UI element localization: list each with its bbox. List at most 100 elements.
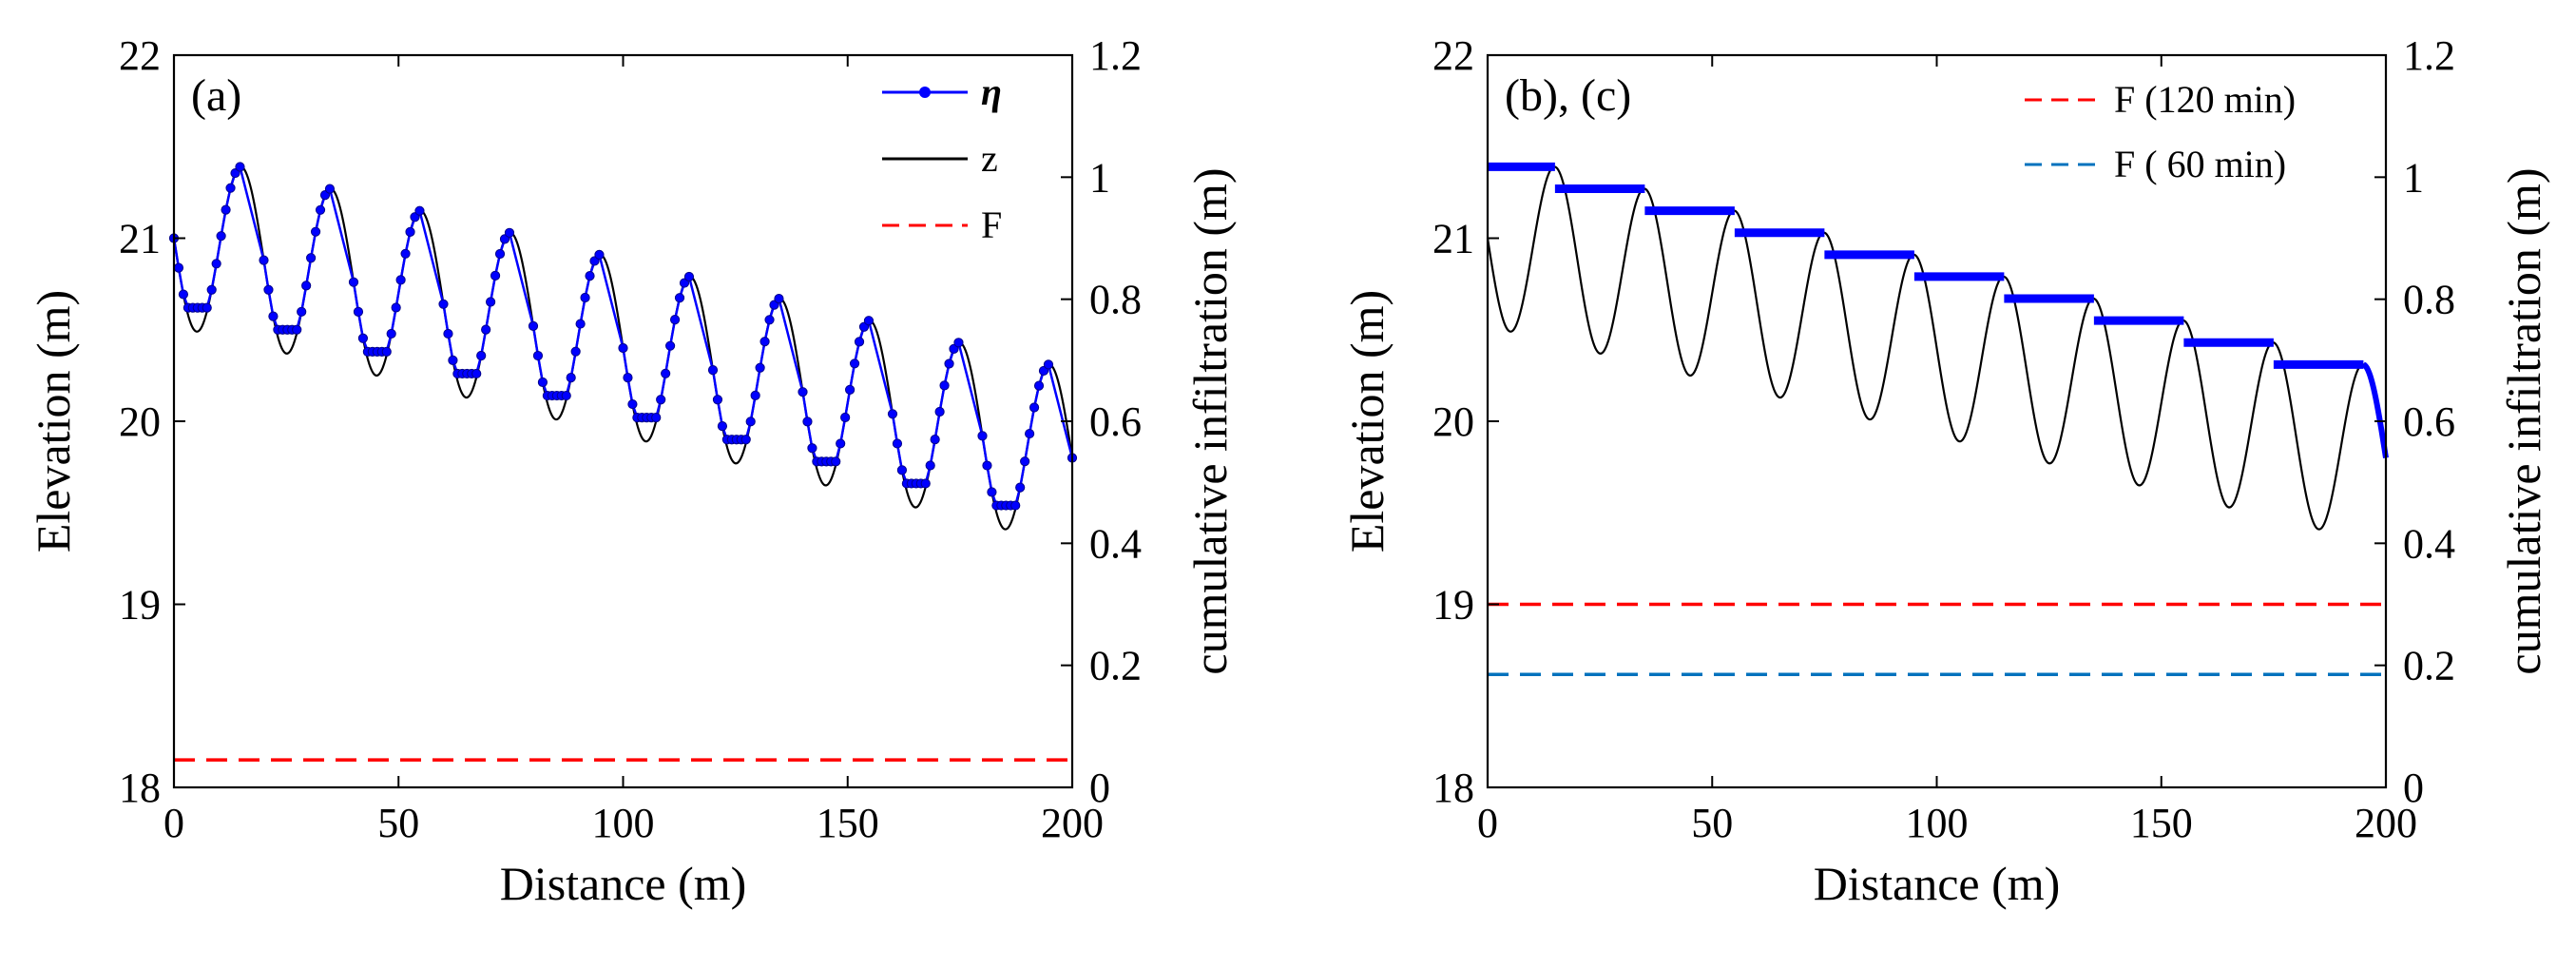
series-eta-marker xyxy=(297,306,307,317)
series-eta-marker xyxy=(405,226,415,237)
series-eta-marker xyxy=(627,398,638,410)
series-eta-marker xyxy=(575,319,586,329)
series-eta-marker xyxy=(845,384,855,395)
series-eta-marker xyxy=(211,259,221,269)
legend: F (120 min) F ( 60 min) xyxy=(2025,78,2296,185)
series-eta-marker xyxy=(836,438,846,449)
series-eta-marker xyxy=(717,421,728,432)
series-eta-marker xyxy=(400,248,411,259)
series-eta-marker xyxy=(707,365,719,376)
series-eta-marker xyxy=(580,292,590,303)
series-eta-marker xyxy=(225,183,236,193)
y-right-axis-label: cumulative infiltration (m) xyxy=(1183,167,1237,674)
panel-label: (b), (c) xyxy=(1505,70,1631,121)
series-eta-marker xyxy=(386,328,396,339)
series-eta-marker xyxy=(494,248,506,260)
series-eta-marker xyxy=(414,205,425,216)
series-eta-marker xyxy=(1033,380,1045,391)
series-eta-marker xyxy=(221,204,231,215)
y-tick-label: 21 xyxy=(1432,216,1474,262)
series-eta-marker xyxy=(977,431,988,441)
series-eta-marker xyxy=(537,377,548,388)
series-eta-marker xyxy=(1010,500,1021,511)
legend-label: F ( 60 min) xyxy=(2114,143,2286,185)
series-eta-marker xyxy=(669,315,681,325)
series-eta-marker xyxy=(594,249,605,260)
series-eta-line xyxy=(1488,162,2364,369)
y-right-tick-label: 1.2 xyxy=(1089,32,1142,79)
series-eta-marker xyxy=(566,373,576,383)
series-eta-marker xyxy=(301,281,312,291)
series-eta-marker xyxy=(849,359,860,369)
series-eta-marker xyxy=(173,262,184,273)
series-eta-tail xyxy=(2362,361,2389,458)
series-eta-marker xyxy=(216,231,226,242)
series-eta-marker xyxy=(759,337,770,347)
x-tick-label: 50 xyxy=(377,800,419,846)
series-eta-marker xyxy=(259,255,269,265)
y-axis-label: Elevation (m) xyxy=(27,290,80,552)
series-eta-marker xyxy=(235,162,245,172)
y-tick-label: 22 xyxy=(1432,32,1474,79)
series-eta-marker xyxy=(750,390,760,400)
x-tick-label: 200 xyxy=(1041,800,1104,846)
series-eta-marker xyxy=(391,302,401,313)
series-eta-markers xyxy=(168,162,1078,511)
y-tick-label: 22 xyxy=(119,32,161,79)
series-eta-marker xyxy=(665,340,676,351)
y-tick-label: 18 xyxy=(119,765,161,811)
series-eta-marker xyxy=(357,333,369,343)
series-eta-marker xyxy=(476,350,487,361)
series-eta-marker xyxy=(1025,428,1035,439)
series-eta-marker xyxy=(481,324,491,335)
y-right-tick-label: 1 xyxy=(2403,154,2424,201)
series-eta-marker xyxy=(315,204,326,215)
series-eta-marker xyxy=(348,277,359,287)
chart-panel-a: 0 50 100 150 200 18 19 20 21 22 0 0.2 0.4 0.6 0.8 1 1.2 D… xyxy=(27,32,1237,910)
series-eta-marker xyxy=(740,435,751,445)
series-eta-marker xyxy=(306,253,317,263)
x-axis-label: Distance (m) xyxy=(1814,857,2061,910)
y-tick-label: 21 xyxy=(119,216,161,262)
y-right-axis-label: cumulative infiltration (m) xyxy=(2497,167,2550,674)
series-eta-marker xyxy=(618,342,628,354)
series-eta-marker xyxy=(774,293,784,304)
x-tick-label: 0 xyxy=(163,800,184,846)
series-eta-marker xyxy=(920,478,931,489)
series-eta-marker xyxy=(448,355,458,365)
series-z-line xyxy=(1486,165,2388,531)
series-eta-marker xyxy=(807,443,817,454)
x-tick-label: 100 xyxy=(592,800,655,846)
series-eta-marker xyxy=(263,284,274,295)
legend: ηzF xyxy=(882,70,1002,246)
series-eta-marker xyxy=(585,271,595,281)
x-tick-label: 50 xyxy=(1691,800,1733,846)
series-eta-marker xyxy=(651,413,662,423)
legend-label: η xyxy=(981,70,1002,113)
chart-panel-b: 0 50 100 150 200 18 19 20 21 22 0 0.2 0.4 0.6 0.8 1 1.2 D… xyxy=(1340,32,2550,910)
y-right-tick-label: 0.6 xyxy=(1089,398,1142,445)
plot-area xyxy=(1488,55,2386,787)
y-right-tick-label: 0.6 xyxy=(2403,398,2455,445)
series-eta-marker xyxy=(486,297,496,307)
series-eta-marker xyxy=(1028,402,1040,413)
x-tick-label: 150 xyxy=(2130,800,2193,846)
series-eta-marker xyxy=(395,275,406,285)
series-eta-marker xyxy=(934,406,945,417)
series-eta-marker xyxy=(623,373,633,383)
legend-label: z xyxy=(981,137,998,180)
series-eta-marker xyxy=(661,368,671,378)
series-eta-marker xyxy=(471,368,482,379)
y-tick-label: 19 xyxy=(1432,582,1474,629)
series-eta-marker xyxy=(863,316,875,326)
x-tick-label: 200 xyxy=(2355,800,2417,846)
series-eta-marker xyxy=(712,395,723,405)
y-right-tick-label: 0 xyxy=(2403,765,2424,811)
panel-label: (a) xyxy=(191,70,241,121)
series-eta-marker xyxy=(944,359,954,369)
series-eta-marker xyxy=(353,306,364,317)
series-eta-marker xyxy=(504,227,515,238)
series-eta-marker xyxy=(438,299,449,309)
series-eta-marker xyxy=(656,395,666,405)
series-eta-marker xyxy=(1020,456,1030,467)
